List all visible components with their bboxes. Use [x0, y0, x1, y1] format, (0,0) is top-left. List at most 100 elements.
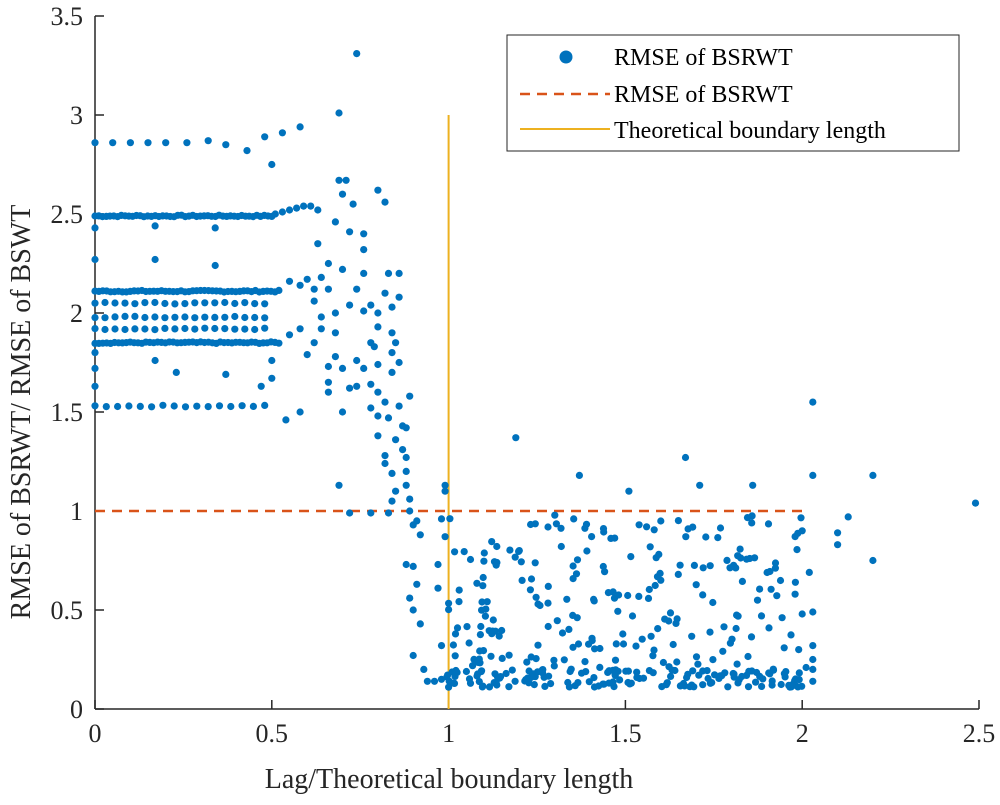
- scatter-point: [625, 487, 633, 495]
- scatter-point: [420, 665, 428, 674]
- scatter-point: [268, 356, 276, 365]
- scatter-point: [553, 617, 561, 625]
- scatter-point: [569, 643, 577, 651]
- scatter-point: [251, 325, 259, 334]
- scatter-point: [367, 301, 375, 309]
- scatter-point: [495, 632, 503, 640]
- scatter-point: [809, 471, 817, 479]
- scatter-point: [581, 524, 589, 532]
- scatter-point: [251, 313, 259, 322]
- scatter-point: [794, 683, 802, 691]
- scatter-point: [492, 561, 500, 569]
- scatter-point: [716, 672, 724, 680]
- scatter-point: [487, 652, 495, 660]
- scatter-point: [222, 370, 230, 378]
- scatter-point: [211, 224, 219, 232]
- scatter-point: [392, 487, 400, 495]
- scatter-point: [445, 683, 453, 691]
- scatter-point: [455, 598, 463, 606]
- scatter-point: [771, 564, 780, 572]
- scatter-point: [733, 611, 741, 619]
- scatter-point: [726, 564, 734, 572]
- scatter-point: [91, 224, 99, 232]
- scatter-point: [338, 265, 347, 273]
- scatter-point: [571, 682, 579, 690]
- scatter-point: [453, 624, 462, 632]
- scatter-point: [144, 139, 152, 147]
- scatter-point: [765, 624, 773, 632]
- scatter-point: [402, 481, 410, 489]
- scatter-point: [191, 325, 199, 333]
- scatter-point: [809, 677, 817, 685]
- scatter-point: [834, 541, 842, 549]
- scatter-point: [690, 561, 699, 570]
- scatter-point: [506, 546, 514, 554]
- scatter-point: [388, 349, 396, 357]
- scatter-point: [121, 299, 129, 307]
- y-tick-label: 3.5: [51, 2, 84, 31]
- scatter-point: [131, 312, 139, 320]
- scatter-point: [809, 642, 817, 650]
- scatter-point: [460, 548, 468, 556]
- scatter-point: [795, 669, 803, 677]
- scatter-point: [342, 176, 350, 184]
- scatter-point: [201, 313, 209, 321]
- scatter-point: [752, 678, 760, 686]
- legend: RMSE of BSRWT RMSE of BSRWT Theoretical …: [506, 34, 960, 152]
- scatter-point: [539, 669, 547, 677]
- scatter-point: [532, 593, 540, 601]
- scatter-point: [381, 289, 389, 297]
- scatter-point: [614, 667, 622, 675]
- scatter-point: [406, 594, 414, 602]
- scatter-point: [758, 682, 766, 691]
- scatter-point: [489, 616, 497, 624]
- scatter-point: [565, 625, 573, 634]
- y-axis-label: RMSE of BSRWT/ RMSE of BSWT: [6, 205, 37, 620]
- scatter-point: [558, 629, 567, 637]
- scatter-point: [573, 556, 582, 564]
- scatter-point: [590, 597, 598, 605]
- scatter-point: [505, 651, 513, 659]
- scatter-point: [650, 526, 658, 534]
- scatter-point: [651, 581, 659, 590]
- scatter-point: [402, 560, 410, 569]
- scatter-point: [744, 683, 753, 691]
- scatter-point: [285, 277, 294, 285]
- scatter-point: [511, 677, 519, 685]
- scatter-point: [709, 656, 717, 664]
- scatter-point: [462, 667, 470, 676]
- scatter-point: [416, 531, 424, 539]
- legend-label-boundary: Theoretical boundary length: [614, 118, 886, 144]
- scatter-point: [671, 666, 679, 675]
- scatter-point: [809, 398, 817, 406]
- scatter-point: [161, 299, 169, 308]
- scatter-point: [511, 553, 519, 561]
- scatter-point: [384, 414, 393, 422]
- scatter-point: [261, 401, 269, 409]
- scatter-point: [706, 562, 714, 570]
- scatter-point: [767, 585, 775, 593]
- x-axis-label: Lag/Theoretical boundary length: [265, 764, 634, 795]
- scatter-point: [578, 669, 586, 677]
- scatter-point: [493, 542, 501, 551]
- scatter-point: [470, 655, 478, 664]
- scatter-point: [296, 123, 304, 131]
- scatter-point: [374, 360, 382, 369]
- scatter-point: [399, 446, 407, 454]
- scatter-point: [797, 514, 805, 522]
- scatter-point: [136, 402, 144, 410]
- y-tick-label: 1.5: [51, 398, 84, 427]
- scatter-point: [652, 554, 660, 562]
- scatter-point: [478, 606, 486, 614]
- scatter-point: [517, 558, 525, 566]
- scatter-point: [709, 598, 717, 607]
- x-tick-label: 2.5: [963, 719, 996, 748]
- scatter-point: [346, 509, 354, 517]
- scatter-point: [434, 560, 442, 569]
- scatter-point: [465, 639, 473, 647]
- scatter-point: [91, 402, 99, 410]
- scatter-point: [335, 481, 343, 489]
- scatter-point: [604, 589, 613, 597]
- scatter-point: [406, 507, 414, 515]
- scatter-point: [449, 641, 457, 649]
